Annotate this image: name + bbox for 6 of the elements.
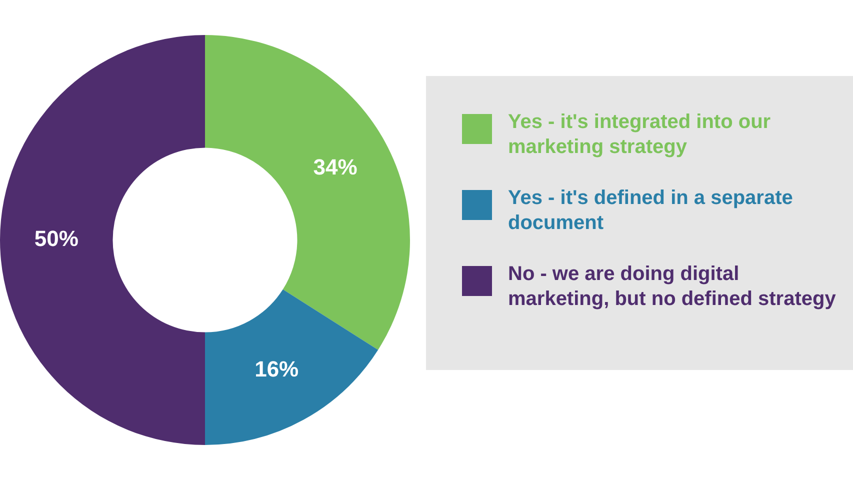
data-label: 50%	[34, 226, 78, 252]
legend-label: No - we are doing digital marketing, but no defined strategy	[508, 262, 837, 312]
data-label: 34%	[313, 154, 358, 180]
legend-label: Yes - it's defined in a separate document	[508, 186, 794, 236]
data-label: 16%	[254, 356, 299, 382]
legend-label: Yes - it's integrated into our marketing strategy	[508, 110, 772, 160]
